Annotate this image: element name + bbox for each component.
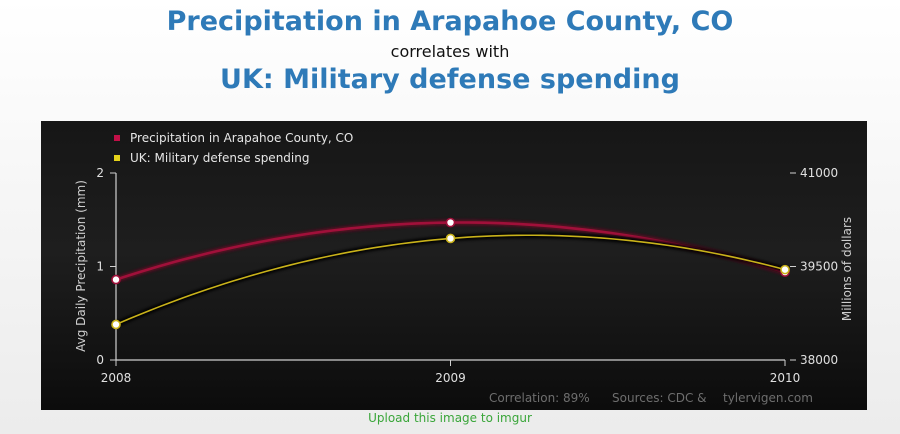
- chart-svg: 0 1 2 38000 39500 41000 2008 2009 2010 Precipita…: [74, 131, 854, 405]
- right-tick-label: 41000: [800, 166, 838, 180]
- site-label: tylervigen.com: [723, 391, 813, 405]
- x-tick-label: 2008: [101, 371, 132, 385]
- series-precipitation-point: [445, 217, 456, 228]
- right-tick-label: 39500: [800, 260, 838, 274]
- chart-title-secondary: UK: Military defense spending: [220, 64, 680, 95]
- chart-panel: 0 1 2 38000 39500 41000 2008 2009 2010 Precipita…: [41, 121, 867, 410]
- correlation-label: Correlation: 89%: [489, 391, 590, 405]
- right-axis-title: Millions of dollars: [840, 217, 854, 321]
- left-axis-title: Avg Daily Precipitation (mm): [74, 180, 88, 352]
- left-tick-label: 2: [96, 166, 104, 180]
- series-precipitation-line: [115, 221, 786, 281]
- series-precipitation-point: [111, 274, 121, 285]
- chart-subtitle: correlates with: [390, 42, 510, 61]
- left-tick-label: 1: [96, 260, 104, 274]
- sources-label: Sources: CDC &: [612, 391, 707, 405]
- legend-swatch-defense: [114, 155, 120, 161]
- legend: Precipitation in Arapahoe County, CO UK:…: [114, 131, 353, 165]
- upload-imgur-link[interactable]: Upload this image to imgur: [368, 411, 532, 425]
- series-defense-point: [780, 264, 790, 275]
- chart-title-primary: Precipitation in Arapahoe County, CO: [166, 6, 734, 37]
- legend-label-precipitation: Precipitation in Arapahoe County, CO: [130, 131, 353, 145]
- legend-swatch-precipitation: [114, 135, 120, 141]
- right-tick-label: 38000: [800, 353, 838, 367]
- series-defense-point: [445, 233, 456, 244]
- x-tick-label: 2010: [770, 371, 801, 385]
- series-defense-point: [111, 319, 121, 330]
- points-layer: [111, 217, 790, 330]
- ticks-layer: 0 1 2 38000 39500 41000 2008 2009 2010: [96, 166, 838, 385]
- x-tick-label: 2009: [435, 371, 466, 385]
- legend-label-defense: UK: Military defense spending: [130, 151, 309, 165]
- left-tick-label: 0: [96, 353, 104, 367]
